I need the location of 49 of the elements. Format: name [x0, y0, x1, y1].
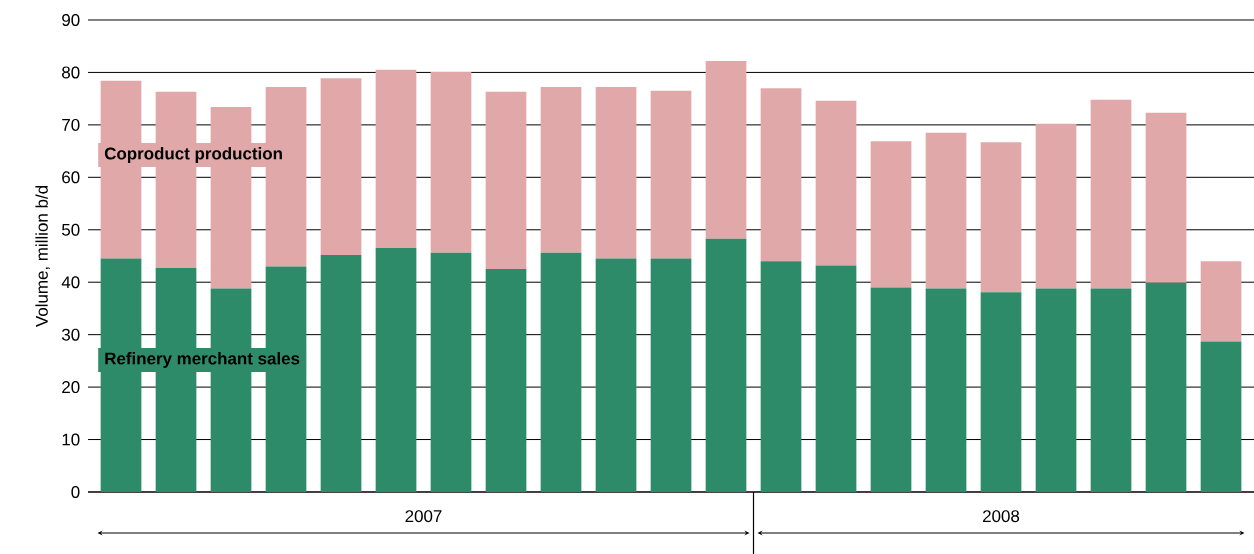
y-axis-title: Volume, million b/d [35, 186, 50, 327]
y-tick-label: 80 [62, 66, 80, 79]
y-tick-label: 30 [61, 328, 80, 341]
bar [925, 132, 967, 289]
bar [485, 91, 527, 270]
y-tick-label: 20 [62, 381, 80, 394]
bar [540, 252, 582, 492]
y-tick-label: 60 [62, 171, 80, 184]
y-tick-label: 70 [62, 118, 80, 131]
bar [925, 288, 967, 492]
bar [540, 87, 582, 253]
bar [1200, 341, 1242, 492]
bar [980, 142, 1022, 293]
bar [320, 78, 362, 255]
bar [1035, 288, 1077, 492]
bar [760, 261, 802, 492]
bar [320, 254, 362, 492]
bar [705, 238, 747, 492]
bar [870, 287, 912, 492]
y-tick-label: 90 [62, 14, 80, 26]
bar [980, 292, 1022, 492]
bar [1090, 99, 1132, 289]
bar [760, 88, 802, 262]
bar [1035, 123, 1077, 289]
bar [815, 100, 857, 266]
y-tick-label: 0 [71, 485, 80, 498]
series-label: Coproduct production [104, 147, 282, 163]
bar [650, 90, 692, 259]
bar [1145, 112, 1187, 283]
text: 2007 [405, 510, 442, 523]
bar [650, 258, 692, 492]
text: 2008 [983, 510, 1020, 523]
bar [1145, 282, 1187, 492]
bar [595, 258, 637, 492]
bar [870, 141, 912, 288]
series-label: Refinery merchant sales [105, 352, 300, 368]
y-tick-label: 10 [62, 433, 80, 446]
bar [375, 248, 417, 492]
y-tick-label: 50 [62, 223, 80, 236]
bar [430, 71, 472, 253]
bar [430, 252, 472, 492]
bar [375, 69, 417, 249]
bar [705, 60, 747, 239]
y-tick-label: 40 [61, 276, 80, 289]
bar [1090, 288, 1132, 492]
bar [485, 269, 527, 492]
bar [1200, 261, 1242, 342]
bar [595, 87, 637, 259]
bar [815, 265, 857, 492]
